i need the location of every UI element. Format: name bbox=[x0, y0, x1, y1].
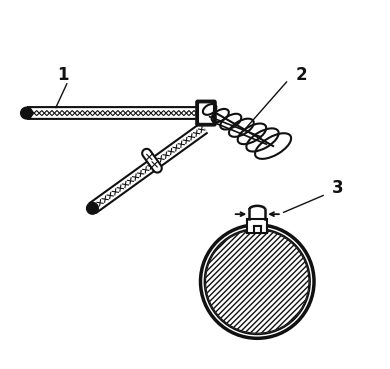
FancyBboxPatch shape bbox=[199, 103, 213, 123]
Circle shape bbox=[87, 203, 98, 214]
Circle shape bbox=[206, 230, 309, 333]
FancyBboxPatch shape bbox=[196, 100, 216, 126]
Bar bbox=[247, 219, 267, 233]
Text: 1: 1 bbox=[57, 66, 69, 84]
Circle shape bbox=[21, 107, 32, 119]
Circle shape bbox=[206, 230, 309, 333]
Text: 2: 2 bbox=[295, 66, 307, 84]
Text: 3: 3 bbox=[332, 179, 344, 197]
